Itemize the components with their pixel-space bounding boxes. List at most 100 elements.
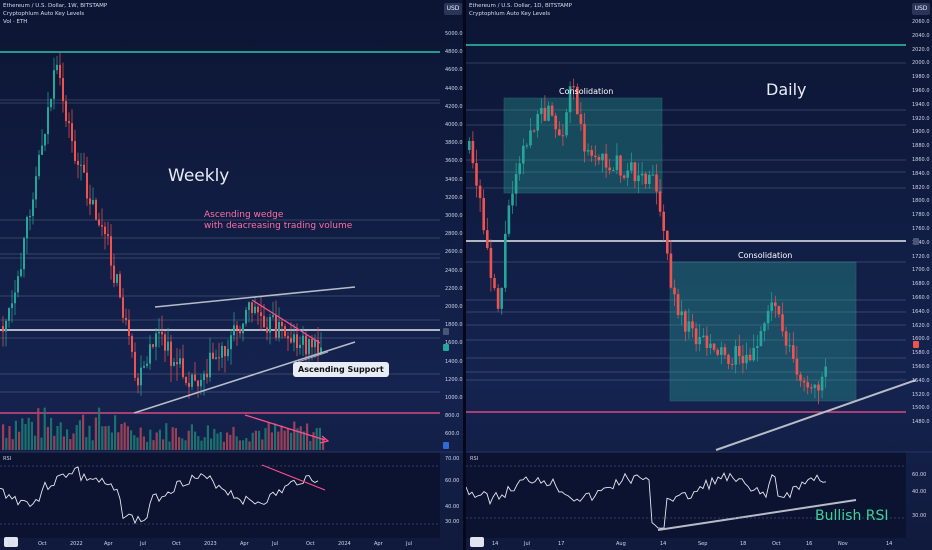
price-tick-label: 1840.0 xyxy=(912,170,930,177)
weekly-currency-button[interactable]: USD xyxy=(444,3,462,15)
price-tick-label: 1800.0 xyxy=(912,198,930,205)
candle-body xyxy=(26,217,28,239)
candle-body xyxy=(236,325,238,330)
candle-body xyxy=(311,339,313,348)
time-tick-label: 16 xyxy=(806,541,813,547)
price-tick-label: 1900.0 xyxy=(912,129,930,136)
rsi-tick-label: 70.00 xyxy=(445,456,460,462)
volume-bar xyxy=(85,437,88,450)
price-tick-label: 1920.0 xyxy=(912,115,930,122)
candle-body xyxy=(239,329,241,334)
volume-bar xyxy=(254,430,257,450)
volume-bar xyxy=(75,425,78,450)
price-tick-label: 1680.0 xyxy=(912,281,930,288)
candle-body xyxy=(806,382,809,388)
price-tick-label: 3800.0 xyxy=(445,140,463,147)
candle-body xyxy=(41,145,43,155)
daily-currency-button[interactable]: USD xyxy=(912,3,930,15)
price-tick-label: 2600.0 xyxy=(445,249,463,256)
volume-bar xyxy=(130,430,133,450)
volume-bar xyxy=(210,438,213,450)
price-tick-label: 4600.0 xyxy=(445,67,463,74)
candle-body xyxy=(32,199,34,216)
volume-bar xyxy=(18,431,21,450)
pane-divider[interactable] xyxy=(463,0,466,550)
tradingview-logo-icon-right[interactable] xyxy=(470,537,484,547)
candle-body xyxy=(594,155,597,157)
time-tick-label: Nov xyxy=(838,541,848,547)
candle-body xyxy=(748,354,752,361)
daily-timeframe-label: Daily xyxy=(766,80,807,99)
time-tick-label: 18 xyxy=(740,541,747,547)
candle-body xyxy=(233,325,235,336)
volume-bar xyxy=(98,407,101,450)
candle-body xyxy=(597,156,601,161)
price-tick-label: 4800.0 xyxy=(445,49,463,56)
daily-chart-pane[interactable]: Ethereum / U.S. Dollar, 1D, BITSTAMP Cry… xyxy=(466,0,932,550)
time-tick-label: Jul xyxy=(8,541,15,547)
candle-body xyxy=(161,331,163,335)
candle-body xyxy=(536,114,539,131)
candle-body xyxy=(471,140,475,164)
candle-body xyxy=(669,253,673,288)
pink-rsi-arrow xyxy=(261,464,326,491)
candle-body xyxy=(14,292,16,304)
candle-body xyxy=(260,312,262,316)
candle-body xyxy=(698,337,701,345)
candle-body xyxy=(741,356,745,364)
candle-body xyxy=(763,323,766,332)
candle-body xyxy=(17,276,19,293)
rsi-tick-label: 30.00 xyxy=(912,513,927,519)
tradingview-logo-icon[interactable] xyxy=(4,537,18,547)
volume-bar xyxy=(40,437,43,450)
price-tick-label: 1520.0 xyxy=(912,391,930,398)
weekly-chart-pane[interactable]: Ethereum / U.S. Dollar, 1W, BITSTAMP Cry… xyxy=(0,0,464,550)
candle-body xyxy=(80,164,82,166)
volume-bar xyxy=(91,440,94,450)
time-tick-label: 2024 xyxy=(338,541,351,547)
candle-body xyxy=(185,376,187,383)
volume-bar xyxy=(27,417,30,450)
price-tick-label: 1400.0 xyxy=(445,358,463,365)
candle-body xyxy=(759,331,763,347)
volume-bar xyxy=(280,425,283,450)
candle-body xyxy=(727,354,730,364)
weekly-chart-canvas[interactable] xyxy=(0,0,464,550)
pink-volume-arrow xyxy=(244,414,326,441)
candle-body xyxy=(493,277,496,289)
candle-body xyxy=(83,164,85,173)
candle-body xyxy=(101,225,103,227)
price-tick-label: 1480.0 xyxy=(912,419,930,426)
consolidation-label-top: Consolidation xyxy=(559,87,614,96)
candle-body xyxy=(813,384,817,389)
candle-body xyxy=(770,302,773,311)
volume-bar xyxy=(309,440,312,450)
volume-bar xyxy=(139,427,142,450)
price-tick-label: 2400.0 xyxy=(445,267,463,274)
time-tick-label: Jul xyxy=(272,541,279,547)
candle-body xyxy=(152,344,154,347)
price-tick-label: 1720.0 xyxy=(912,253,930,260)
candle-body xyxy=(287,336,289,339)
volume-bar xyxy=(53,435,56,450)
candle-body xyxy=(540,108,543,115)
candle-body xyxy=(146,363,148,366)
price-tick-label: 1640.0 xyxy=(912,308,930,315)
candle-body xyxy=(615,155,619,171)
candle-body xyxy=(248,302,250,310)
candle-body xyxy=(554,115,557,130)
volume-bar xyxy=(104,426,107,450)
volume-bar xyxy=(72,433,75,450)
volume-bar xyxy=(126,426,129,450)
candle-body xyxy=(673,287,676,295)
daily-rsi-label: RSI xyxy=(470,456,479,462)
volume-bar xyxy=(142,436,145,450)
candle-body xyxy=(92,199,94,205)
candle-body xyxy=(47,107,49,135)
time-tick-label: Oct xyxy=(38,541,47,547)
daily-chart-canvas[interactable] xyxy=(466,0,932,550)
consolidation-label-bottom: Consolidation xyxy=(738,251,793,260)
candle-body xyxy=(482,197,485,231)
price-tick-label: 800.0 xyxy=(445,413,460,420)
price-tick-label: 2020.0 xyxy=(912,46,930,53)
